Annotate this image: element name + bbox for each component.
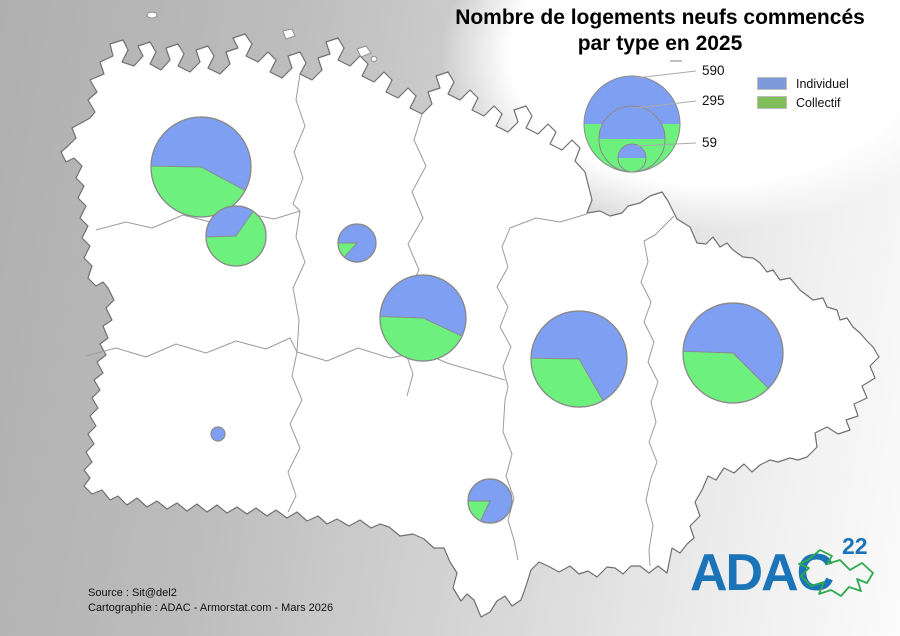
island (370, 56, 378, 62)
island (146, 11, 158, 19)
map-title-line2: par type en 2025 (577, 32, 743, 55)
collectif-swatch (757, 96, 787, 109)
pie-outline (530, 310, 628, 408)
type-legend: Individuel Collectif (757, 74, 849, 112)
legend-row-collectif: Collectif (757, 93, 849, 112)
adac-logo: ADAC 22 (690, 533, 874, 602)
pie-outline (150, 116, 252, 218)
pie-outline (379, 274, 467, 362)
epci-boundary (95, 210, 301, 231)
cartography-line: Cartographie : ADAC - Armorstat.com - Ma… (88, 602, 334, 614)
pie-6 (682, 302, 784, 404)
epci-boundary (496, 213, 588, 561)
pie-individuel-disc (210, 426, 226, 442)
pie-7 (467, 478, 513, 524)
pie-outline (337, 223, 377, 263)
pie-2 (205, 205, 267, 267)
size-legend-value: 59 (702, 135, 717, 150)
map-title-line1: Nombre de logements neufs commencés (455, 6, 865, 29)
adac-logo-text: ADAC (690, 544, 834, 602)
individuel-swatch (757, 77, 787, 90)
pie-4 (379, 274, 467, 362)
size-legend: 590 295 59 (583, 63, 725, 173)
island (282, 28, 296, 40)
leader-line (635, 142, 697, 147)
source-line: Source : Sit@del2 (88, 587, 177, 599)
legend-row-individuel: Individuel (757, 74, 849, 93)
size-legend-value: 295 (702, 93, 725, 108)
individuel-label: Individuel (796, 76, 849, 91)
island (356, 45, 372, 58)
adac-logo-outline-shape (798, 549, 874, 597)
collectif-label: Collectif (796, 95, 841, 110)
department-outline (60, 33, 880, 618)
epci-boundary (85, 337, 303, 513)
size-circle-outline (617, 143, 647, 173)
map-title: Nombre de logements neufs commencés par … (425, 5, 895, 57)
pie-8 (210, 426, 226, 442)
pie-1 (150, 116, 252, 218)
pie-outline (467, 478, 513, 524)
pie-charts-layer (150, 116, 784, 524)
leader-line (635, 70, 697, 79)
size-legend-value: 590 (702, 63, 725, 78)
size-circle-bottom-half (618, 158, 646, 172)
pie-3 (337, 223, 377, 263)
source-credits: Source : Sit@del2 Cartographie : ADAC - … (88, 586, 333, 616)
islands (146, 11, 378, 62)
leader-line (635, 100, 697, 109)
epci-boundaries (85, 73, 675, 567)
epci-boundary (292, 73, 306, 353)
adac-logo-number: 22 (842, 533, 868, 559)
pie-outline (205, 205, 267, 267)
pie-outline (682, 302, 784, 404)
pie-5 (530, 310, 628, 408)
size-legend-circle: 59 (617, 135, 717, 173)
epci-boundary (640, 215, 675, 567)
